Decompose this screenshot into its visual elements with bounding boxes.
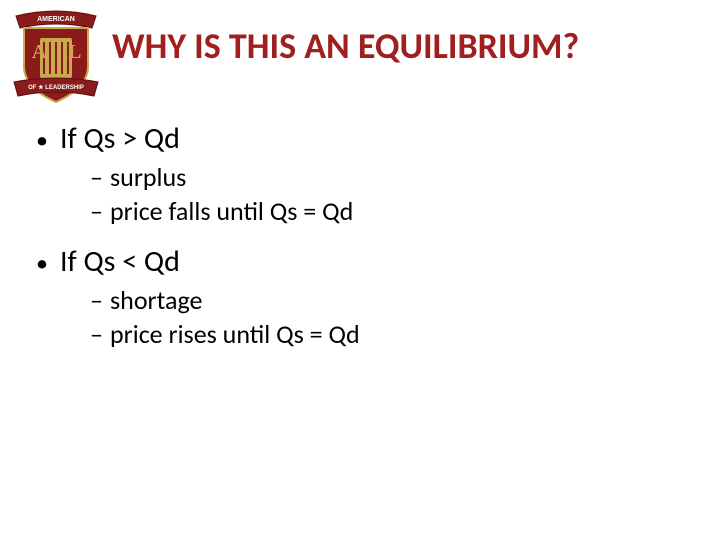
sub-bullet-text: shortage bbox=[110, 284, 202, 316]
svg-text:A: A bbox=[32, 41, 47, 63]
bullet-item: • If Qs < Qd bbox=[36, 243, 700, 280]
title-text: WHY IS THIS AN EQUILIBRIUM? bbox=[112, 24, 579, 68]
slide-body: • If Qs > Qd – surplus – price falls unt… bbox=[36, 120, 700, 366]
sub-bullet-marker: – bbox=[90, 284, 110, 316]
logo-bottom-text: OF ★ LEADERSHIP bbox=[28, 84, 84, 91]
sub-bullet-item: – price rises until Qs = Qd bbox=[90, 318, 700, 350]
svg-text:UNIV: UNIV bbox=[16, 53, 22, 64]
bullet-item: • If Qs > Qd bbox=[36, 120, 700, 157]
sub-bullet-marker: – bbox=[90, 195, 110, 227]
sub-bullet-item: – surplus bbox=[90, 161, 700, 193]
sub-bullet-item: – price falls until Qs = Qd bbox=[90, 195, 700, 227]
bullet-text: If Qs < Qd bbox=[60, 243, 180, 280]
sub-bullet-item: – shortage bbox=[90, 284, 700, 316]
bullet-text: If Qs > Qd bbox=[60, 120, 180, 157]
bullet-marker: • bbox=[36, 123, 60, 153]
bullet-marker: • bbox=[36, 246, 60, 276]
logo-top-text: AMERICAN bbox=[37, 16, 75, 23]
svg-text:L: L bbox=[68, 41, 81, 63]
sub-bullet-marker: – bbox=[90, 161, 110, 193]
sub-bullet-text: price rises until Qs = Qd bbox=[110, 318, 360, 350]
sub-bullet-group: – surplus – price falls until Qs = Qd bbox=[90, 161, 700, 227]
sub-bullet-group: – shortage – price rises until Qs = Qd bbox=[90, 284, 700, 350]
sub-bullet-text: surplus bbox=[110, 161, 186, 193]
slide-title: WHY IS THIS AN EQUILIBRIUM? bbox=[112, 24, 579, 68]
sub-bullet-marker: – bbox=[90, 318, 110, 350]
university-logo: AMERICAN A L OF ★ LEADERSHIP UNIV bbox=[10, 8, 102, 113]
sub-bullet-text: price falls until Qs = Qd bbox=[110, 195, 353, 227]
